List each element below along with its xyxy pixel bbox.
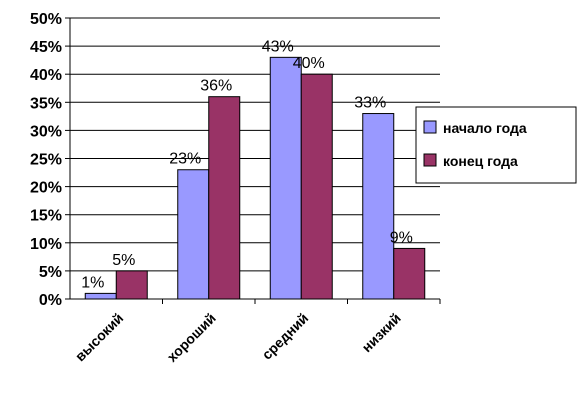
legend-swatch — [423, 153, 437, 167]
x-tick-label: средний — [259, 310, 312, 363]
bar-end-3 — [393, 247, 426, 300]
data-label: 36% — [200, 78, 232, 95]
legend-box — [415, 106, 577, 184]
legend-entry: начало года — [443, 120, 527, 136]
y-tick-label: 40% — [30, 67, 62, 84]
y-tick-label: 10% — [30, 236, 62, 253]
bar-start-3 — [362, 113, 395, 300]
data-label: 43% — [262, 38, 294, 55]
y-tick-label: 25% — [30, 152, 62, 169]
axes — [65, 17, 441, 304]
bar-end-2 — [300, 73, 333, 300]
data-label: 9% — [390, 229, 413, 246]
data-labels: 1% 5% 23% 36% 43%40% 33% 9% — [81, 38, 413, 291]
y-tick-label: 0% — [39, 292, 62, 309]
x-tick-label: хороший — [164, 310, 219, 365]
y-tick-label: 45% — [30, 39, 62, 56]
y-tick-label: 20% — [30, 180, 62, 197]
bar-start-2 — [269, 56, 302, 300]
bar-end-0 — [115, 270, 148, 300]
y-tick-label: 5% — [39, 264, 62, 281]
x-tick-label: низкий — [358, 310, 403, 355]
y-tick-label: 35% — [30, 95, 62, 112]
bar-start-0 — [84, 292, 117, 300]
data-label: 5% — [112, 252, 135, 269]
legend-entry: конец года — [443, 153, 518, 169]
data-label: 40% — [293, 55, 325, 72]
x-tick-label: высокий — [72, 310, 127, 365]
data-label: 33% — [354, 95, 386, 112]
data-label: 1% — [81, 274, 104, 291]
y-tick-label: 15% — [30, 208, 62, 225]
bar-end-1 — [208, 96, 241, 300]
legend: начало года конец года — [415, 106, 577, 184]
data-label: 23% — [169, 151, 201, 168]
y-axis-ticks: 0% 5% 10% 15% 20% 25% 30% 35% 40% 45% 50% — [30, 11, 62, 309]
legend-swatch — [423, 120, 437, 134]
bars — [84, 56, 426, 300]
bar-start-1 — [177, 169, 210, 300]
grid-lines — [70, 17, 440, 272]
y-tick-label: 30% — [30, 123, 62, 140]
y-tick-label: 50% — [30, 11, 62, 28]
x-axis-ticks: высокий хороший средний низкий — [72, 310, 404, 365]
